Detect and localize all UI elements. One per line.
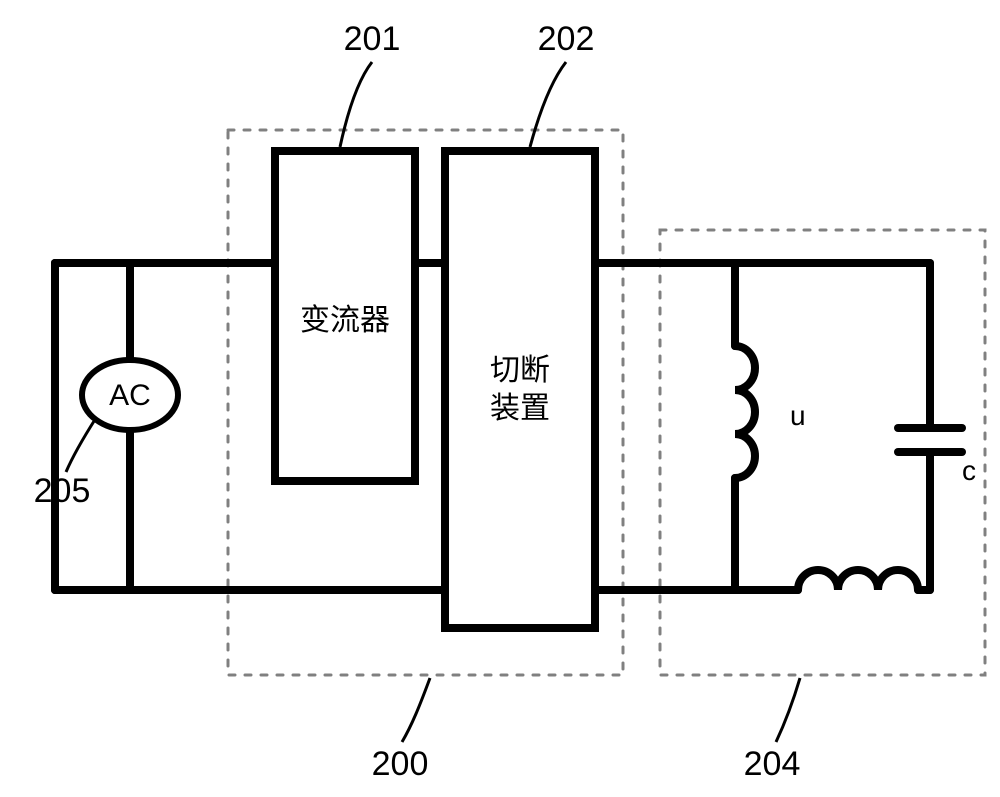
ref-201: 201 xyxy=(344,20,401,58)
converter-label: 变流器 xyxy=(300,304,390,337)
inductor-bottom xyxy=(798,570,918,590)
circuit-diagram: AC 变流器 切断 装置 u c 201 202 200 204 205 xyxy=(0,0,1000,797)
leader-201 xyxy=(340,62,372,147)
ref-205: 205 xyxy=(34,472,91,510)
cutoff-label-line2: 装置 xyxy=(490,392,550,425)
inductor-u xyxy=(735,346,755,478)
ref-200: 200 xyxy=(372,745,429,783)
ref-202: 202 xyxy=(538,20,595,58)
ref-204: 204 xyxy=(744,745,801,783)
label-c: c xyxy=(962,455,976,486)
ac-label: AC xyxy=(109,379,151,412)
leader-200 xyxy=(402,678,430,742)
cutoff-block xyxy=(445,151,595,628)
label-u: u xyxy=(790,400,806,431)
leader-205 xyxy=(66,418,96,472)
leader-204 xyxy=(776,678,800,742)
leader-202 xyxy=(530,62,566,147)
cutoff-label-line1: 切断 xyxy=(490,354,550,387)
